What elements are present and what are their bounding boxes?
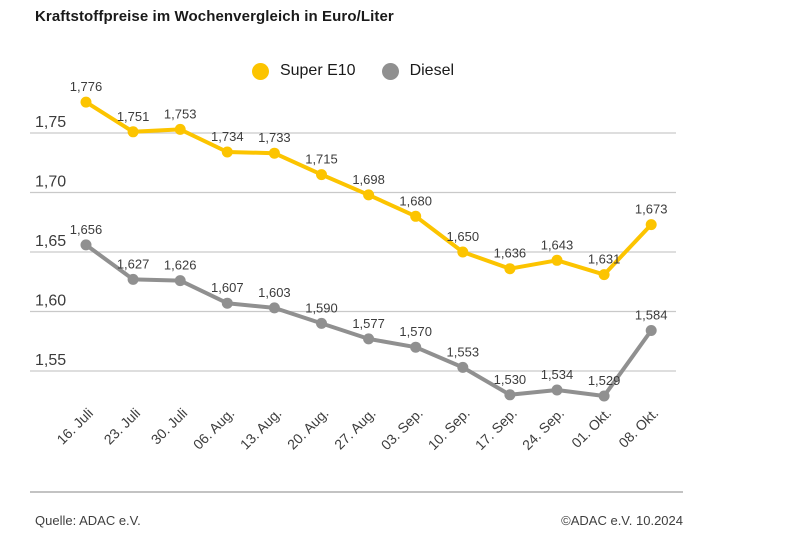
data-point-label: 1,584 — [635, 308, 668, 323]
data-point — [127, 126, 139, 138]
data-point-label: 1,626 — [164, 258, 197, 273]
data-point — [174, 123, 186, 135]
legend-item-diesel: Diesel — [381, 62, 455, 80]
source-note: Quelle: ADAC e.V. — [35, 513, 141, 528]
data-point — [363, 189, 375, 201]
x-axis-label: 23. Juli — [101, 405, 144, 448]
data-point-label: 1,776 — [70, 79, 103, 94]
legend-label-super-e10: Super E10 — [279, 62, 356, 79]
x-axis-label: 10. Sep. — [425, 405, 473, 453]
data-point-label: 1,553 — [447, 344, 480, 359]
data-point-label: 1,698 — [352, 172, 385, 187]
data-point — [598, 390, 610, 402]
data-point — [268, 302, 280, 314]
y-axis-label: 1,55 — [35, 352, 66, 369]
x-axis-label: 16. Juli — [53, 405, 96, 448]
data-point-label: 1,656 — [70, 222, 103, 237]
data-point — [457, 246, 469, 258]
data-point-label: 1,529 — [588, 373, 621, 388]
data-point-label: 1,715 — [305, 152, 338, 167]
data-point-label: 1,680 — [399, 193, 432, 208]
data-point-label: 1,751 — [117, 109, 150, 124]
chart-title: Kraftstoffpreise im Wochenvergleich in E… — [35, 8, 394, 25]
data-point — [316, 169, 327, 181]
legend-marker-diesel-icon — [381, 62, 399, 80]
chart-legend: Super E10 Diesel — [30, 59, 676, 83]
data-point — [80, 96, 92, 108]
x-axis-label: 06. Aug. — [190, 405, 238, 453]
x-axis-label: 27. Aug. — [331, 405, 379, 453]
data-point — [504, 263, 516, 275]
data-point-label: 1,603 — [258, 285, 291, 300]
data-point — [645, 219, 657, 231]
x-axis-label: 13. Aug. — [237, 405, 285, 453]
x-axis-label: 30. Juli — [148, 405, 191, 448]
legend-label-diesel: Diesel — [409, 62, 455, 79]
data-point-label: 1,627 — [117, 256, 150, 271]
data-point-label: 1,650 — [447, 229, 480, 244]
data-point — [457, 361, 469, 373]
y-axis-label: 1,75 — [35, 114, 66, 131]
data-point — [551, 254, 563, 266]
y-axis-label: 1,70 — [35, 174, 66, 191]
data-point — [504, 389, 516, 401]
y-axis-label: 1,60 — [35, 293, 66, 310]
x-axis-label: 24. Sep. — [519, 405, 567, 453]
y-axis-label: 1,65 — [35, 233, 66, 250]
data-point — [316, 317, 327, 329]
data-point-label: 1,643 — [541, 237, 574, 252]
data-point-label: 1,734 — [211, 129, 244, 144]
data-point-label: 1,631 — [588, 252, 621, 267]
data-point — [645, 325, 657, 336]
data-point-label: 1,577 — [352, 316, 385, 331]
data-point — [598, 269, 610, 281]
data-point-label: 1,534 — [541, 367, 574, 382]
data-point-label: 1,530 — [494, 372, 527, 387]
data-point-label: 1,673 — [635, 202, 668, 217]
legend-marker-super-e10-icon — [251, 62, 269, 80]
x-axis-label: 03. Sep. — [378, 405, 426, 453]
data-point-label: 1,607 — [211, 280, 244, 295]
copyright-note: ©ADAC e.V. 10.2024 — [561, 513, 683, 528]
data-point — [268, 147, 280, 159]
data-point — [410, 210, 422, 222]
data-point — [551, 384, 563, 396]
footer: Quelle: ADAC e.V. ©ADAC e.V. 10.2024 — [35, 513, 683, 528]
legend-item-super-e10: Super E10 — [251, 62, 356, 80]
data-point — [221, 297, 233, 309]
x-axis-label: 08. Okt. — [615, 405, 661, 451]
data-point-label: 1,636 — [494, 246, 527, 261]
data-point — [363, 333, 375, 345]
footer-separator — [30, 491, 683, 493]
data-point-label: 1,590 — [305, 300, 338, 315]
data-point — [127, 273, 139, 285]
data-point — [221, 146, 233, 158]
data-point-label: 1,570 — [399, 324, 432, 339]
data-point-label: 1,733 — [258, 130, 291, 145]
x-axis-label: 17. Sep. — [472, 405, 520, 453]
x-axis-label: 01. Okt. — [568, 405, 614, 451]
data-point-label: 1,753 — [164, 106, 197, 121]
data-point — [410, 341, 422, 353]
data-point — [174, 275, 186, 287]
x-axis-label: 20. Aug. — [284, 405, 332, 453]
data-point — [80, 239, 92, 251]
